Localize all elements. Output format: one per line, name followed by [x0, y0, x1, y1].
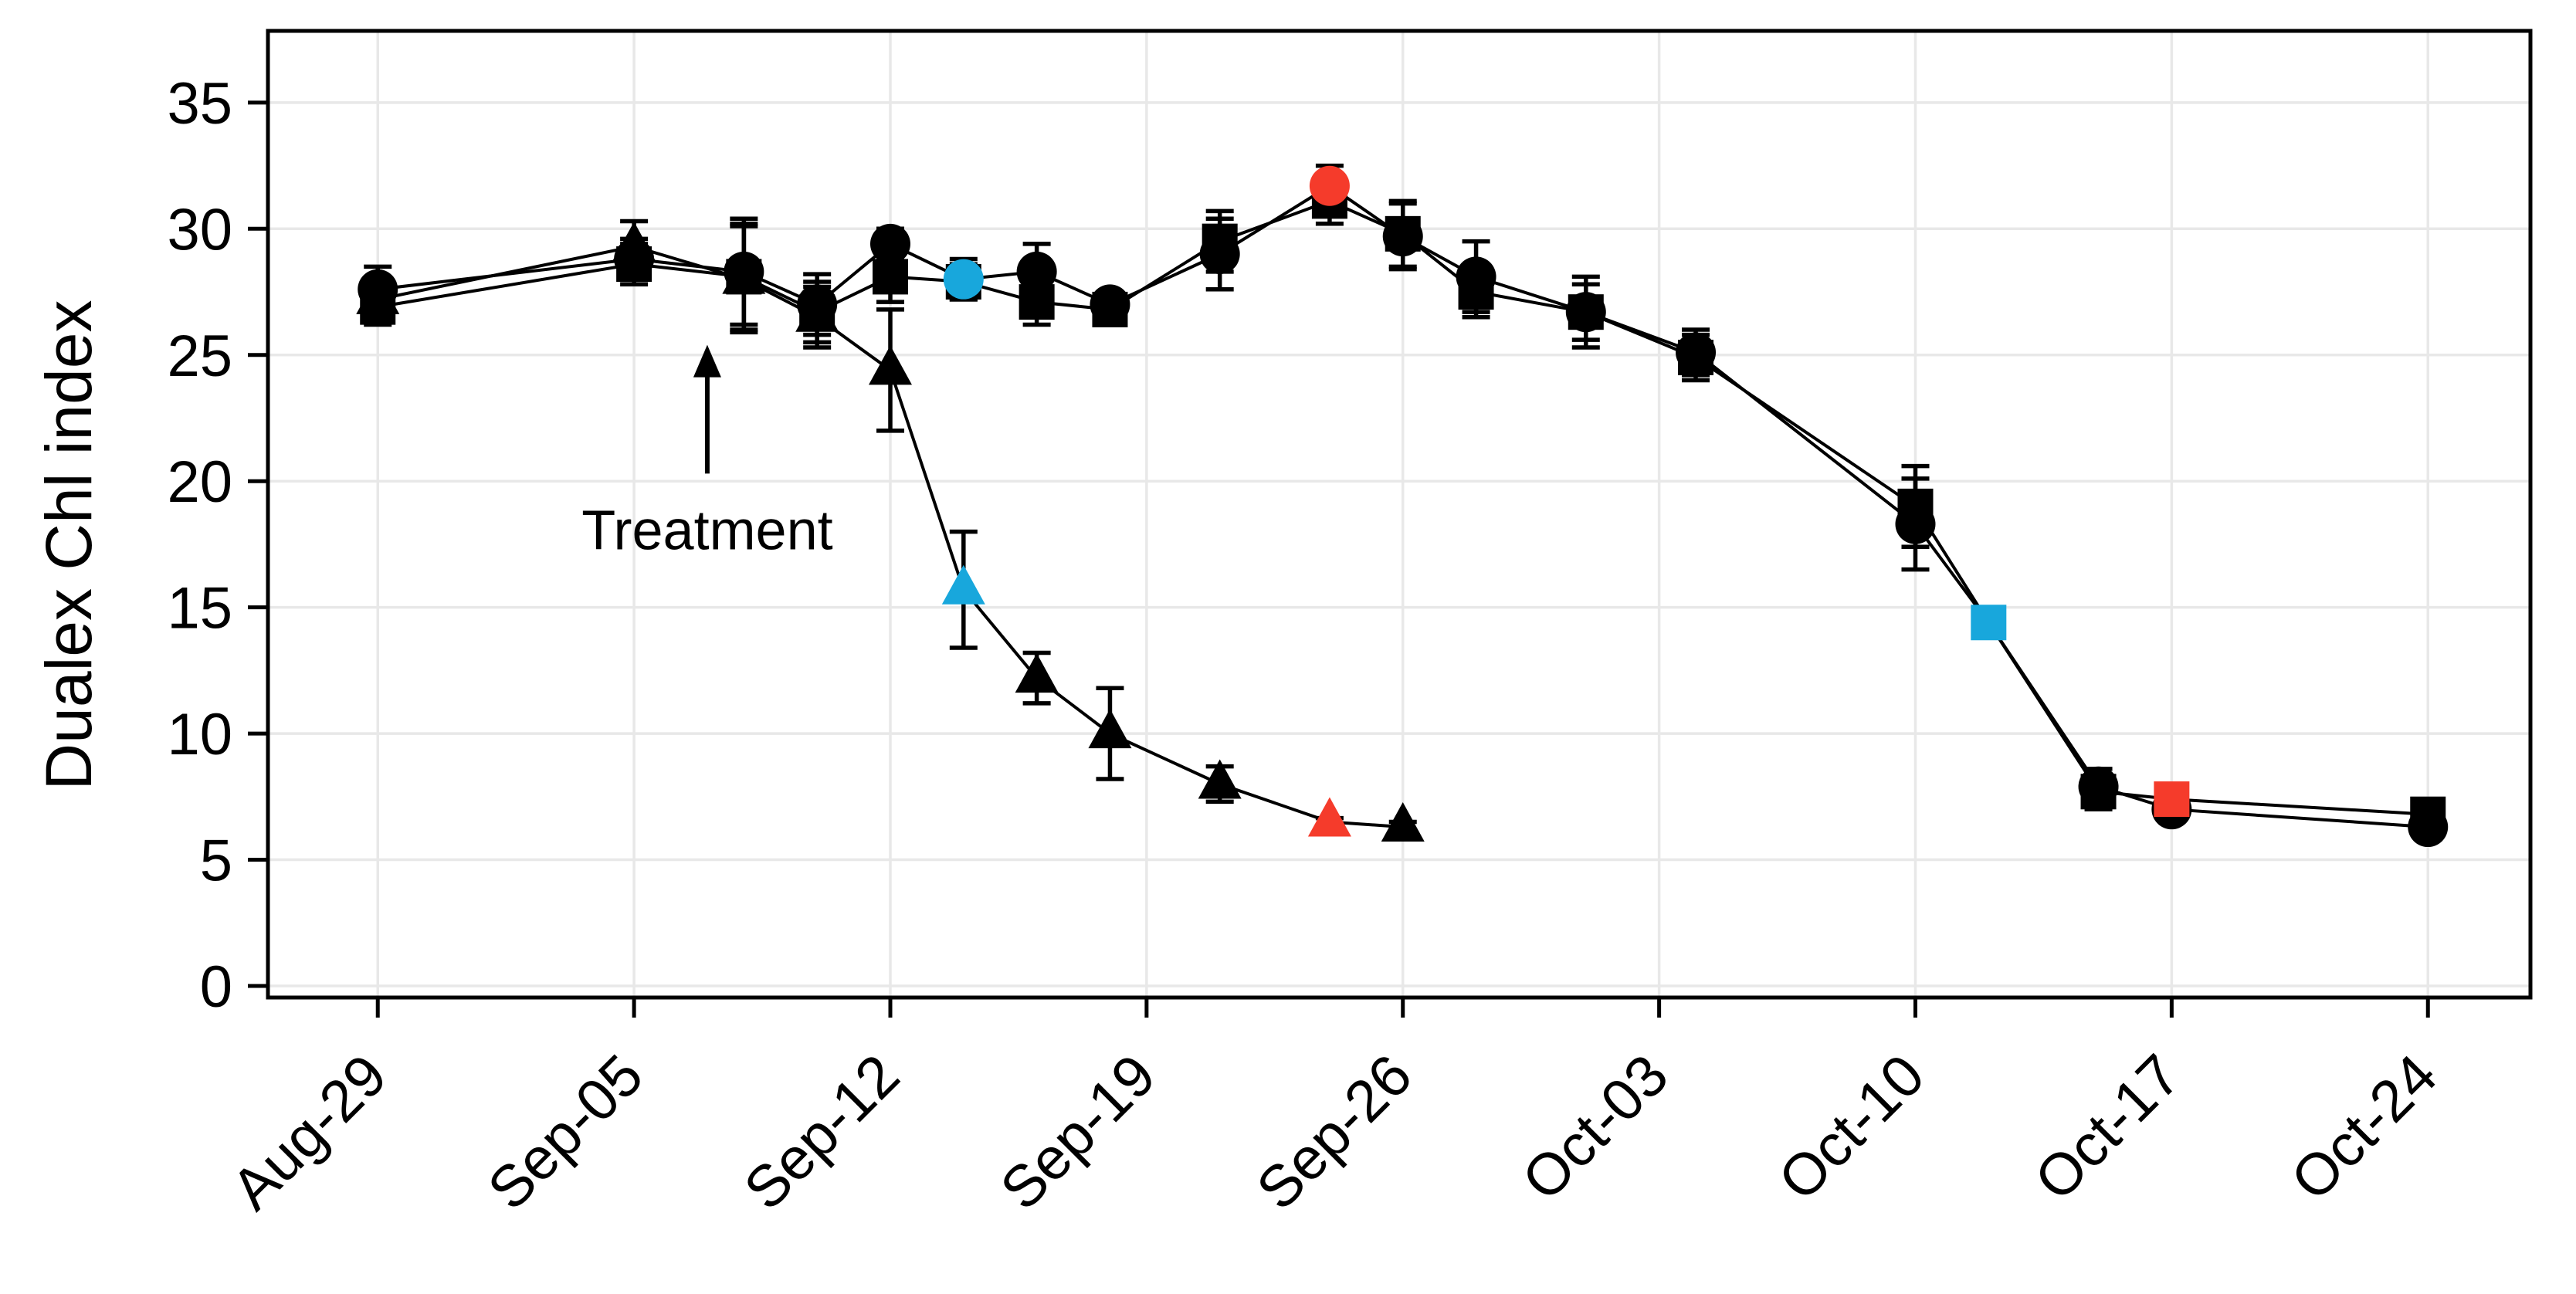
point-triangle — [1381, 802, 1425, 842]
point-square — [1971, 605, 2007, 641]
point-circle — [1676, 332, 1717, 373]
point-square — [2154, 781, 2190, 818]
point-circle — [2078, 766, 2119, 807]
point-circle — [1565, 292, 1606, 333]
highlighted-markers — [941, 165, 2190, 837]
point-circle — [1895, 503, 1936, 544]
arrow-head-icon — [693, 344, 721, 378]
x-tick-label: Sep-19 — [988, 1042, 1168, 1222]
y-tick-label: 35 — [167, 71, 232, 137]
point-circle — [1016, 251, 1057, 292]
point-circle — [1090, 284, 1130, 325]
point-circle — [797, 284, 838, 325]
point-triangle — [1307, 797, 1351, 837]
y-tick-label: 0 — [200, 954, 232, 1020]
point-circle — [1456, 256, 1496, 297]
y-tick-label: 25 — [167, 324, 232, 389]
point-circle — [358, 269, 398, 310]
treatment-label: Treatment — [581, 500, 832, 561]
point-triangle — [1198, 759, 1242, 799]
x-tick-label: Oct-17 — [2022, 1042, 2193, 1213]
y-tick-label: 30 — [167, 197, 232, 263]
point-circle — [614, 239, 655, 279]
point-triangle — [941, 564, 985, 605]
y-axis-title: Dualex Chl index — [32, 300, 105, 790]
x-tick-label: Oct-03 — [1510, 1042, 1680, 1213]
point-circle — [724, 251, 764, 292]
point-triangle — [1088, 709, 1132, 749]
x-tick-label: Oct-10 — [1766, 1042, 1937, 1213]
x-tick-label: Oct-24 — [2279, 1042, 2449, 1213]
point-circle — [943, 259, 984, 300]
point-circle — [1199, 233, 1240, 274]
x-tick-label: Sep-12 — [732, 1042, 912, 1222]
point-triangle — [868, 345, 912, 385]
treatment-annotation: Treatment — [581, 344, 833, 561]
y-tick-label: 10 — [167, 702, 232, 767]
point-circle — [2408, 807, 2449, 848]
y-tick-label: 15 — [167, 576, 232, 642]
plot-frame — [248, 29, 2533, 1018]
point-circle — [1382, 216, 1423, 257]
x-tick-label: Sep-26 — [1244, 1042, 1424, 1222]
axis-tick-labels: 0 5 10 15 20 25 30 35 Aug-29 Sep-05 Sep-12 Sep-19 Se… — [167, 71, 2449, 1222]
x-tick-label: Sep-05 — [476, 1042, 656, 1222]
x-tick-label: Aug-29 — [219, 1042, 399, 1222]
plot-border — [266, 29, 2533, 1000]
gridlines — [268, 31, 2530, 998]
point-square — [872, 259, 908, 295]
point-circle — [869, 223, 910, 264]
point-circle — [1309, 165, 1350, 206]
data-series — [356, 163, 2449, 848]
y-tick-label: 5 — [200, 828, 232, 894]
point-triangle — [1015, 653, 1059, 693]
y-tick-label: 20 — [167, 449, 232, 515]
